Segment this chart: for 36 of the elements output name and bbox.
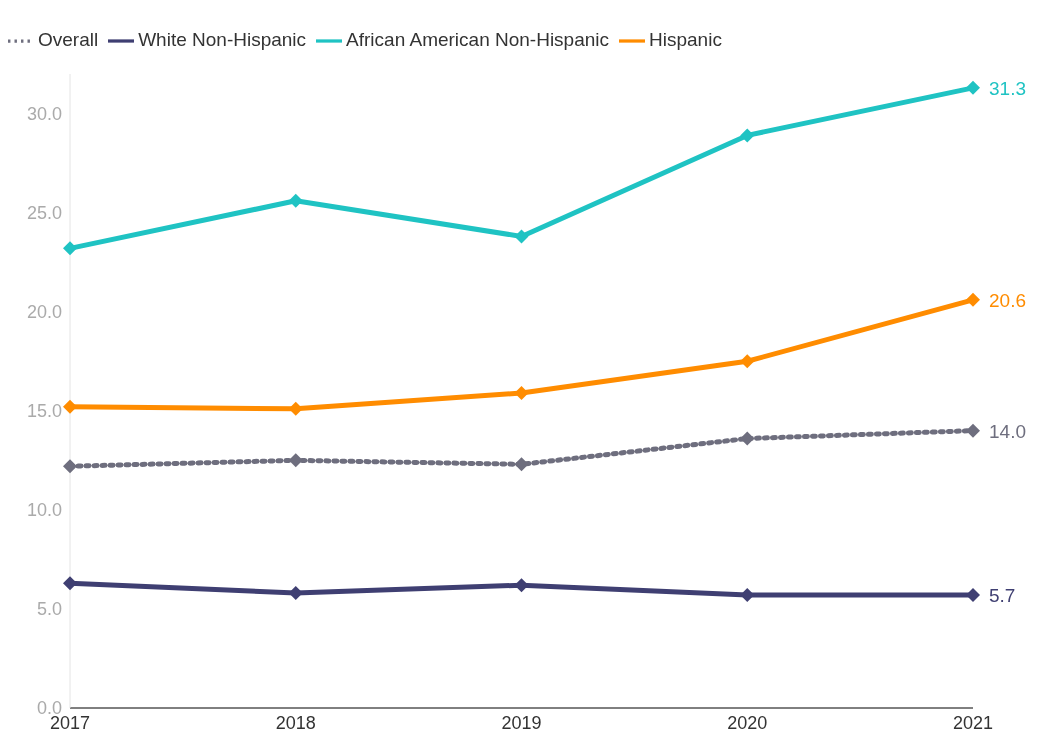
point xyxy=(288,453,303,468)
point xyxy=(966,423,980,438)
legend-label: African American Non-Hispanic xyxy=(346,29,610,51)
x-tick-label: 2019 xyxy=(501,712,542,733)
point xyxy=(514,385,529,400)
legend-label: White Non-Hispanic xyxy=(138,29,307,51)
point xyxy=(966,588,980,603)
point xyxy=(288,193,303,208)
y-tick-label: 15.0 xyxy=(26,401,62,422)
point xyxy=(740,431,755,446)
data-label: 31.3 xyxy=(989,77,1026,99)
point xyxy=(966,80,980,95)
y-tick-label: 30.0 xyxy=(26,104,62,125)
x-tick-label: 2020 xyxy=(727,712,768,733)
point xyxy=(514,229,529,244)
data-label: 5.7 xyxy=(989,585,1016,607)
point xyxy=(63,241,77,256)
point xyxy=(63,399,77,414)
x-tick-label: 2021 xyxy=(952,712,994,733)
legend-label: Overall xyxy=(38,29,99,51)
point xyxy=(288,401,303,416)
y-tick-label: 10.0 xyxy=(26,500,62,521)
point xyxy=(740,354,755,369)
point xyxy=(740,128,755,143)
y-tick-label: 5.0 xyxy=(36,599,62,620)
x-tick-label: 2018 xyxy=(275,712,316,733)
legend-label: Hispanic xyxy=(649,29,722,51)
data-label: 14.0 xyxy=(989,420,1026,442)
y-tick-label: 25.0 xyxy=(26,203,62,224)
point xyxy=(63,576,77,591)
point xyxy=(966,292,980,307)
data-label: 20.6 xyxy=(989,289,1026,311)
point xyxy=(63,459,77,474)
point xyxy=(514,578,529,593)
y-tick-label: 20.0 xyxy=(26,302,62,323)
point xyxy=(514,457,529,472)
